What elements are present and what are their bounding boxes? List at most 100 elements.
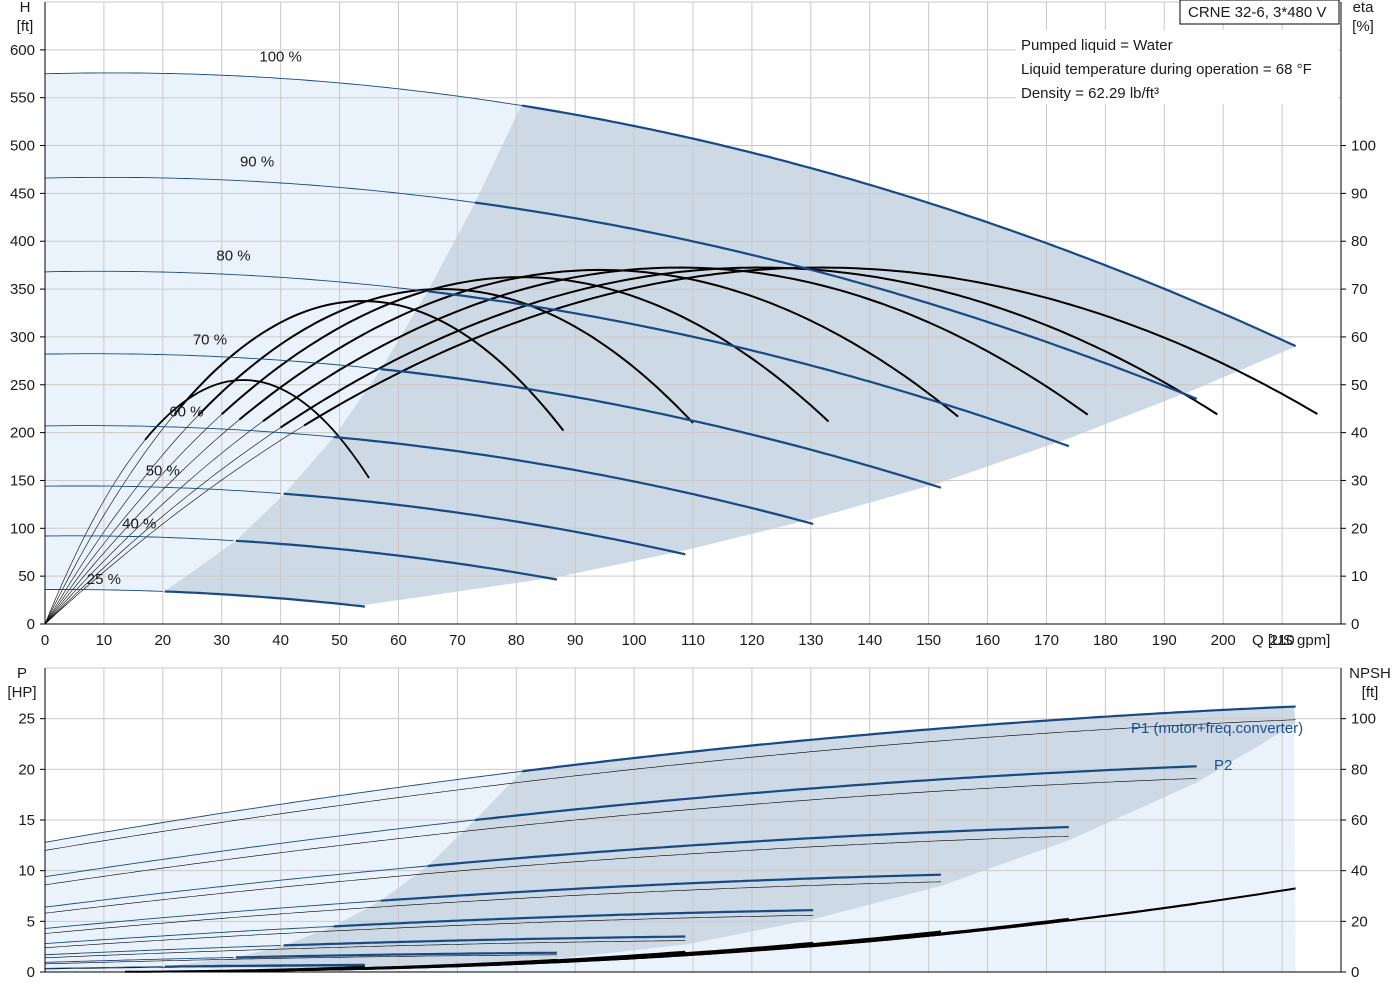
power-tick-label: 10 [18, 863, 35, 880]
liquid-temperature-text: Liquid temperature during operation = 68… [1021, 61, 1312, 78]
power-p1-curve [283, 935, 686, 947]
eta-tick-label: 70 [1351, 281, 1368, 298]
eta-tick-label: 40 [1351, 425, 1368, 442]
efficiency-curve-extended [44, 415, 199, 625]
head-curve-extended [44, 176, 476, 204]
operating-range-area [162, 103, 1296, 605]
flow-tick-label: 70 [449, 632, 466, 649]
flow-tick-label: 160 [975, 632, 1000, 649]
head-tick-label: 0 [27, 616, 35, 633]
head-curve [235, 539, 558, 581]
head-tick-labels: 0 10 20 30 40 50 60 70 80 90 100 110 120 130 140 150 160… [10, 42, 1376, 649]
flow-tick-label: 110 [681, 632, 705, 649]
power-p1-curve-extended [44, 966, 163, 969]
density-text: Density = 62.29 lb/ft³ [1021, 85, 1159, 102]
efficiency-curve [144, 379, 370, 479]
head-curve [522, 104, 1297, 348]
npsh-tick-label: 80 [1351, 761, 1368, 778]
power-axis-unit: [HP] [7, 684, 36, 701]
efficiency-curve-extended [44, 419, 240, 625]
power-p1-curve-extended [44, 865, 428, 908]
power-p1-curve [474, 765, 1197, 822]
efficiency-curve [221, 276, 830, 423]
efficiency-curves [44, 266, 1318, 625]
eta-axis-unit: [%] [1352, 18, 1374, 35]
power-tick-label: 20 [18, 761, 35, 778]
power-p1-curve [333, 909, 814, 928]
efficiency-curve [262, 266, 1089, 423]
efficiency-curve [303, 266, 1318, 427]
power-tick-label: 15 [18, 812, 35, 829]
model-box [1179, 0, 1340, 25]
flow-tick-label: 140 [857, 632, 882, 649]
speed-label: 40 % [122, 515, 156, 532]
head-axis-label: H [20, 0, 31, 16]
head-curves [44, 72, 1297, 608]
npsh-axis-label: NPSH [1349, 665, 1391, 682]
speed-label: 50 % [146, 463, 180, 480]
eta-tick-label: 20 [1351, 520, 1368, 537]
npsh-curves [125, 887, 1296, 973]
speed-labels: 100 % 90 % 80 % 70 % 60 % 50 % 40 % 25 % [87, 48, 302, 587]
flow-tick-label: 210 [1270, 632, 1295, 649]
pumped-liquid-text: Pumped liquid = Water [1021, 37, 1173, 54]
model-name: CRNE 32-6, 3*480 V [1188, 4, 1326, 21]
npsh-tick-label: 20 [1351, 913, 1368, 930]
flow-tick-label: 80 [508, 632, 525, 649]
power-p2-curve [44, 719, 1296, 851]
speed-label: 80 % [216, 247, 250, 264]
flow-tick-label: 180 [1093, 632, 1118, 649]
power-p1-curve [235, 951, 557, 959]
head-tick-label: 500 [10, 138, 35, 155]
p1-series-label: P1 (motor+freq.converter) [1131, 720, 1303, 737]
flow-tick-label: 150 [916, 632, 941, 649]
power-p1-curve-extended [44, 900, 381, 929]
power-p2-curves [44, 719, 1296, 970]
flow-axis-label: Q [US gpm] [1252, 632, 1330, 649]
efficiency-curve-extended [44, 413, 175, 625]
power-p1-curve [164, 963, 365, 968]
efficiency-curve [280, 266, 1218, 429]
speed-label: 100 % [259, 48, 302, 65]
head-curve [283, 492, 686, 556]
power-range-fills [45, 706, 1296, 972]
head-curve [427, 290, 1070, 448]
efficiency-curve-extended [44, 427, 281, 625]
head-axis-unit: [ft] [17, 18, 34, 35]
eta-tick-label: 50 [1351, 377, 1368, 394]
power-p1-curve-extended [44, 957, 234, 963]
head-tick-label: 400 [10, 233, 35, 250]
power-p1-curve [522, 705, 1296, 773]
eta-tick-label: 80 [1351, 233, 1368, 250]
eta-tick-label: 100 [1351, 138, 1376, 155]
flow-tick-label: 60 [390, 632, 407, 649]
flow-tick-label: 40 [272, 632, 289, 649]
npsh-tick-label: 60 [1351, 812, 1368, 829]
head-tick-label: 150 [10, 472, 35, 489]
npsh-tick-label: 0 [1351, 964, 1359, 981]
flow-tick-label: 190 [1152, 632, 1177, 649]
head-tick-label: 450 [10, 185, 35, 202]
head-efficiency-panel: 0 10 20 30 40 50 60 70 80 90 100 110 120 130 140 150 160… [10, 0, 1376, 649]
speed-label: 90 % [240, 154, 274, 171]
head-curve [333, 435, 814, 526]
power-p1-curves [44, 705, 1296, 969]
npsh-tick-label: 100 [1351, 711, 1376, 728]
power-p2-curve [44, 778, 1197, 886]
head-curve-extended [44, 353, 381, 370]
efficiency-curve [173, 299, 565, 432]
power-p1-curve-extended [44, 770, 523, 843]
eta-tick-label: 30 [1351, 472, 1368, 489]
speed-label: 25 % [87, 571, 121, 588]
eta-axis-label: eta [1353, 0, 1375, 16]
head-axes [44, 2, 1342, 625]
head-tick-label: 350 [10, 281, 35, 298]
head-tick-label: 50 [18, 568, 35, 585]
efficiency-curve [197, 288, 694, 424]
head-curve [380, 368, 942, 489]
power-p2-curve [44, 940, 686, 959]
head-curve-extended [44, 485, 281, 494]
power-p1-curve [427, 826, 1069, 868]
power-tick-label: 25 [18, 711, 35, 728]
power-range-area [164, 706, 1296, 970]
